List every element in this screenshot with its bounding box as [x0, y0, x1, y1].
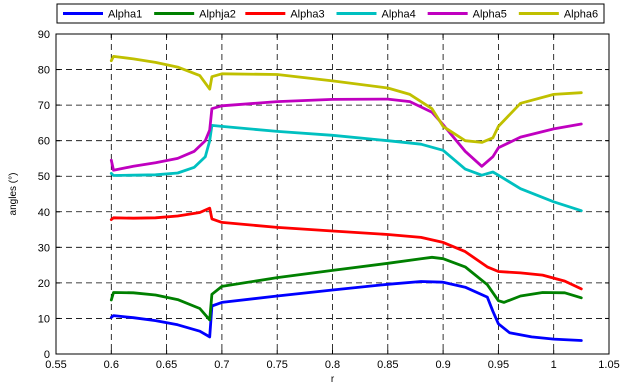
x-tick-label: 0.75	[266, 359, 287, 371]
legend-label: Alpha1	[108, 9, 142, 21]
y-tick-label: 20	[38, 278, 50, 290]
y-tick-label: 90	[38, 29, 50, 41]
x-tick-label: 0.7	[214, 359, 229, 371]
y-tick-label: 0	[44, 349, 50, 361]
x-tick-label: 0.9	[435, 359, 450, 371]
y-axis-label: angles (°)	[8, 173, 19, 216]
y-tick-label: 40	[38, 207, 50, 219]
legend-label: Alpha4	[382, 9, 416, 21]
y-tick-label: 70	[38, 100, 50, 112]
series-line-alpha6	[109, 55, 583, 144]
x-tick-label: 0.8	[325, 359, 340, 371]
series-line-alphja2	[109, 255, 583, 322]
x-tick-label: 1.05	[598, 359, 619, 371]
series-lines	[109, 55, 583, 342]
legend-box	[56, 3, 605, 24]
x-axis-label: r	[331, 374, 335, 385]
y-tick-label: 50	[38, 171, 50, 183]
axis-ticks: 0.55 0.6 0.65 0.7 0.75 0.8 0.85 0.9 0.95 1 1.05 0 10…	[38, 29, 620, 371]
x-tick-label: 0.55	[45, 359, 66, 371]
legend-label: Alpha3	[290, 9, 324, 21]
legend-label: Alpha5	[473, 9, 507, 21]
series-line-alpha4	[109, 124, 583, 213]
y-tick-label: 10	[38, 313, 50, 325]
y-tick-label: 60	[38, 136, 50, 148]
series-line-alpha3	[109, 206, 583, 291]
x-tick-label: 0.95	[488, 359, 509, 371]
legend-label: Alpha6	[564, 9, 598, 21]
legend-label: Alphja2	[199, 9, 236, 21]
y-tick-label: 30	[38, 242, 50, 254]
y-tick-label: 80	[38, 65, 50, 77]
x-tick-label: 0.6	[104, 359, 119, 371]
series-line-alpha1	[109, 280, 583, 342]
x-tick-label: 1	[551, 359, 557, 371]
legend: Alpha1 Alphja2 Alpha3 Alpha4 Alpha5 Alpha6	[56, 3, 605, 24]
series-line-alpha5	[109, 97, 583, 172]
x-tick-label: 0.85	[377, 359, 398, 371]
x-tick-label: 0.65	[156, 359, 177, 371]
